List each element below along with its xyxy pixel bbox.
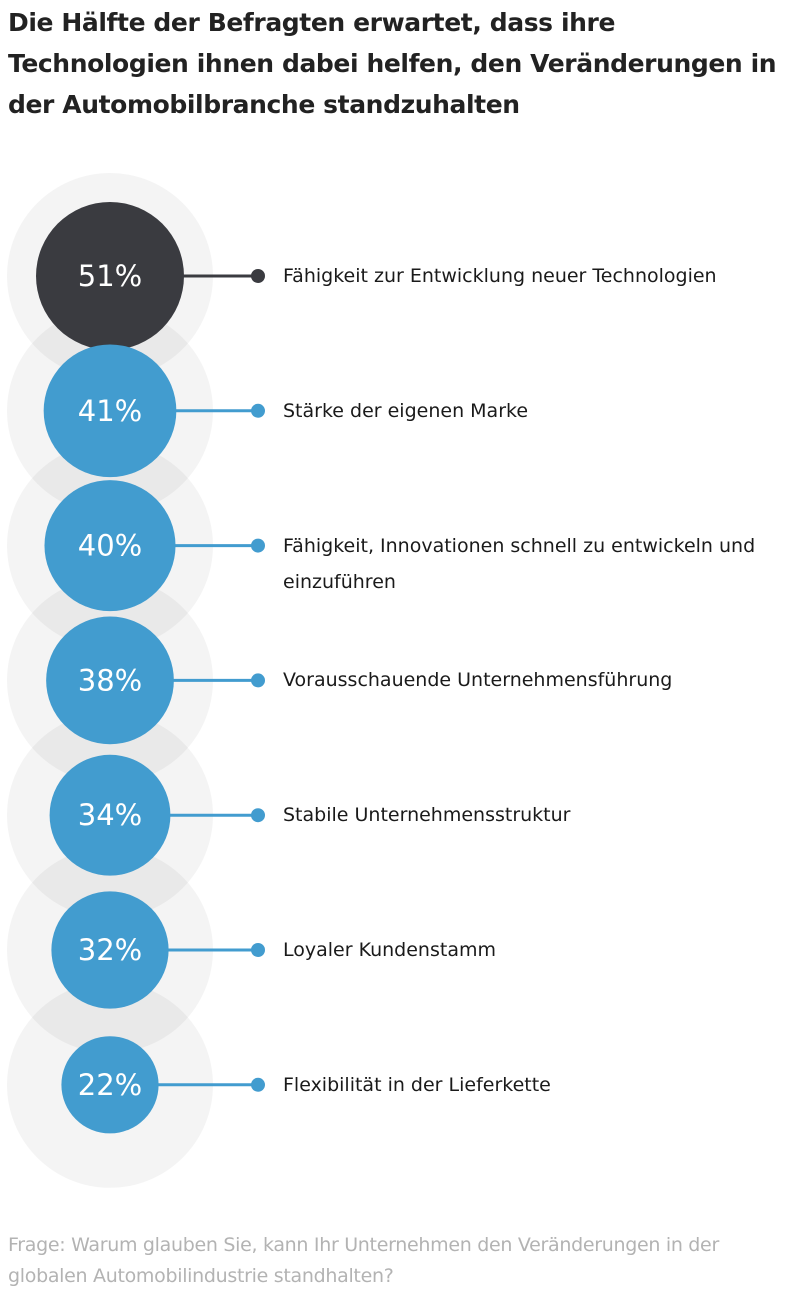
value-bubble — [49, 754, 171, 876]
connector-dot — [251, 1077, 265, 1092]
category-label: Stärke der eigenen Marke — [283, 399, 529, 422]
value-label: 41% — [78, 394, 142, 428]
value-bubble — [44, 480, 176, 612]
value-label: 40% — [78, 529, 142, 563]
footnote: Frage: Warum glauben Sie, kann Ihr Unter… — [8, 1234, 719, 1287]
connector-dot — [251, 943, 265, 957]
value-bubble — [36, 202, 184, 350]
category-label: Flexibilität in der Lieferkette — [283, 1073, 551, 1096]
value-label: 34% — [78, 798, 142, 832]
category-label: Fähigkeit, Innovationen schnell zu entwi… — [283, 534, 756, 593]
value-label: 32% — [78, 933, 142, 967]
value-bubble — [51, 891, 169, 1009]
category-label: Fähigkeit zur Entwicklung neuer Technolo… — [283, 265, 717, 287]
value-bubble — [61, 1036, 159, 1134]
category-label: Stabile Unternehmensstruktur — [283, 804, 571, 827]
connector-dot — [251, 673, 265, 688]
connector-dot — [251, 403, 265, 418]
category-label: Vorausschauende Unternehmensführung — [283, 669, 673, 692]
connector-dot — [251, 538, 265, 553]
value-label: 38% — [78, 663, 142, 697]
value-bubble — [46, 616, 174, 745]
connector-dot — [251, 269, 265, 283]
value-bubble — [43, 344, 177, 478]
category-label: Loyaler Kundenstamm — [283, 939, 496, 961]
chart-title: Die Hälfte der Befragten erwartet, dass … — [8, 8, 777, 119]
value-label: 51% — [78, 259, 142, 293]
connector-dot — [251, 808, 265, 823]
value-label: 22% — [78, 1068, 142, 1102]
